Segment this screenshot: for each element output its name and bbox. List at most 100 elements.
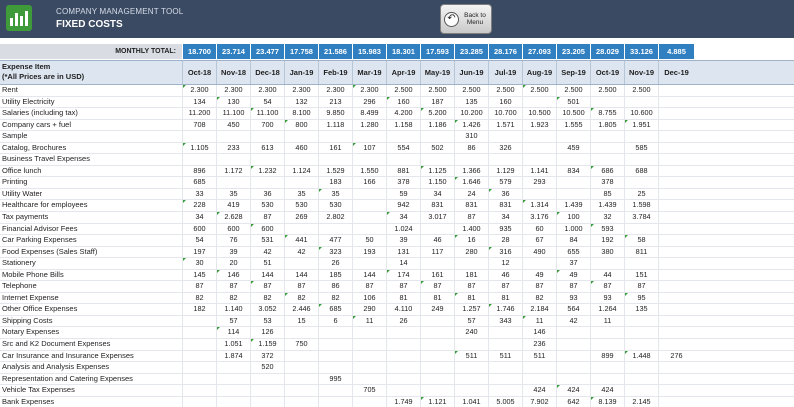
expense-cell[interactable]: 511 bbox=[522, 350, 556, 362]
expense-cell[interactable]: 87 bbox=[352, 281, 386, 292]
expense-cell[interactable] bbox=[658, 258, 694, 269]
expense-cell[interactable]: 276 bbox=[658, 350, 694, 362]
expense-cell[interactable] bbox=[352, 258, 386, 269]
expense-cell[interactable] bbox=[284, 223, 318, 235]
expense-cell[interactable] bbox=[182, 362, 216, 373]
monthly-total-cell[interactable]: 15.983 bbox=[352, 44, 386, 59]
expense-cell[interactable]: 511 bbox=[454, 350, 488, 362]
expense-cell[interactable]: 1.232 bbox=[250, 165, 284, 177]
expense-cell[interactable]: 11 bbox=[352, 315, 386, 327]
expense-cell[interactable]: 2.300 bbox=[318, 85, 352, 96]
expense-cell[interactable]: 531 bbox=[250, 235, 284, 246]
expense-cell[interactable]: 50 bbox=[352, 235, 386, 246]
expense-cell[interactable] bbox=[352, 396, 386, 407]
expense-cell[interactable]: 280 bbox=[454, 246, 488, 258]
expense-cell[interactable]: 87 bbox=[182, 281, 216, 292]
expense-cell[interactable]: 935 bbox=[488, 223, 522, 235]
expense-cell[interactable] bbox=[318, 154, 352, 165]
expense-cell[interactable]: 1.439 bbox=[590, 200, 624, 212]
expense-item-name[interactable]: Car Insurance and Insurance Expenses bbox=[2, 350, 134, 360]
expense-cell[interactable] bbox=[284, 154, 318, 165]
expense-cell[interactable] bbox=[352, 212, 386, 223]
expense-cell[interactable]: 87 bbox=[420, 281, 454, 292]
expense-cell[interactable]: 502 bbox=[420, 142, 454, 154]
expense-cell[interactable]: 564 bbox=[556, 304, 590, 315]
expense-cell[interactable]: 60 bbox=[522, 223, 556, 235]
expense-cell[interactable]: 1.150 bbox=[420, 177, 454, 188]
expense-cell[interactable]: 33 bbox=[182, 188, 216, 200]
month-header-cell[interactable]: Jul-19 bbox=[488, 61, 522, 84]
expense-item-name[interactable]: Car Parking Expenses bbox=[2, 235, 77, 245]
expense-cell[interactable]: 1.646 bbox=[454, 177, 488, 188]
expense-cell[interactable]: 686 bbox=[590, 165, 624, 177]
expense-cell[interactable] bbox=[658, 292, 694, 304]
expense-cell[interactable]: 1.124 bbox=[284, 165, 318, 177]
expense-cell[interactable] bbox=[318, 362, 352, 373]
expense-cell[interactable]: 87 bbox=[454, 281, 488, 292]
expense-cell[interactable]: 12 bbox=[488, 258, 522, 269]
expense-cell[interactable] bbox=[352, 339, 386, 350]
expense-cell[interactable]: 236 bbox=[522, 339, 556, 350]
expense-cell[interactable] bbox=[386, 385, 420, 396]
expense-cell[interactable]: 6 bbox=[318, 315, 352, 327]
expense-cell[interactable] bbox=[590, 339, 624, 350]
expense-cell[interactable]: 8.100 bbox=[284, 108, 318, 119]
expense-cell[interactable]: 2.500 bbox=[556, 85, 590, 96]
expense-cell[interactable]: 2.500 bbox=[420, 85, 454, 96]
expense-cell[interactable]: 132 bbox=[284, 96, 318, 108]
expense-cell[interactable]: 117 bbox=[420, 246, 454, 258]
expense-cell[interactable]: 579 bbox=[488, 177, 522, 188]
expense-cell[interactable]: 11.100 bbox=[216, 108, 250, 119]
expense-cell[interactable]: 1.280 bbox=[352, 119, 386, 131]
expense-cell[interactable] bbox=[420, 154, 454, 165]
expense-cell[interactable] bbox=[658, 362, 694, 373]
expense-cell[interactable] bbox=[216, 396, 250, 407]
expense-cell[interactable] bbox=[454, 258, 488, 269]
expense-cell[interactable]: 5.005 bbox=[488, 396, 522, 407]
expense-cell[interactable] bbox=[182, 154, 216, 165]
expense-cell[interactable] bbox=[590, 327, 624, 339]
expense-cell[interactable]: 3.784 bbox=[624, 212, 658, 223]
expense-cell[interactable]: 2.300 bbox=[284, 85, 318, 96]
expense-cell[interactable]: 1.118 bbox=[318, 119, 352, 131]
expense-cell[interactable]: 193 bbox=[352, 246, 386, 258]
expense-cell[interactable] bbox=[454, 385, 488, 396]
expense-cell[interactable] bbox=[386, 327, 420, 339]
expense-cell[interactable]: 135 bbox=[624, 304, 658, 315]
expense-cell[interactable] bbox=[658, 188, 694, 200]
expense-cell[interactable]: 1.051 bbox=[216, 339, 250, 350]
expense-cell[interactable] bbox=[352, 223, 386, 235]
expense-cell[interactable]: 831 bbox=[454, 200, 488, 212]
expense-cell[interactable] bbox=[624, 339, 658, 350]
expense-cell[interactable] bbox=[420, 131, 454, 142]
expense-cell[interactable] bbox=[284, 131, 318, 142]
expense-cell[interactable]: 2.300 bbox=[182, 85, 216, 96]
expense-cell[interactable]: 881 bbox=[386, 165, 420, 177]
expense-item-name[interactable]: Notary Expenses bbox=[2, 327, 60, 337]
expense-cell[interactable]: 685 bbox=[182, 177, 216, 188]
expense-cell[interactable] bbox=[556, 188, 590, 200]
expense-cell[interactable]: 87 bbox=[590, 281, 624, 292]
expense-cell[interactable]: 82 bbox=[318, 292, 352, 304]
expense-cell[interactable]: 10.600 bbox=[624, 108, 658, 119]
expense-cell[interactable]: 2.446 bbox=[284, 304, 318, 315]
expense-cell[interactable]: 1.749 bbox=[386, 396, 420, 407]
expense-cell[interactable]: 87 bbox=[250, 281, 284, 292]
expense-cell[interactable]: 1.041 bbox=[454, 396, 488, 407]
expense-cell[interactable]: 82 bbox=[284, 292, 318, 304]
expense-cell[interactable] bbox=[624, 373, 658, 385]
monthly-total-cell[interactable]: 17.593 bbox=[420, 44, 454, 59]
expense-cell[interactable]: 86 bbox=[454, 142, 488, 154]
expense-cell[interactable] bbox=[658, 327, 694, 339]
expense-cell[interactable] bbox=[488, 362, 522, 373]
expense-cell[interactable]: 460 bbox=[284, 142, 318, 154]
expense-cell[interactable] bbox=[182, 327, 216, 339]
expense-cell[interactable] bbox=[624, 315, 658, 327]
expense-cell[interactable] bbox=[386, 362, 420, 373]
expense-cell[interactable]: 1.366 bbox=[454, 165, 488, 177]
expense-cell[interactable] bbox=[250, 373, 284, 385]
expense-cell[interactable] bbox=[250, 396, 284, 407]
expense-cell[interactable]: 441 bbox=[284, 235, 318, 246]
expense-cell[interactable]: 1.129 bbox=[488, 165, 522, 177]
expense-cell[interactable]: 249 bbox=[420, 304, 454, 315]
